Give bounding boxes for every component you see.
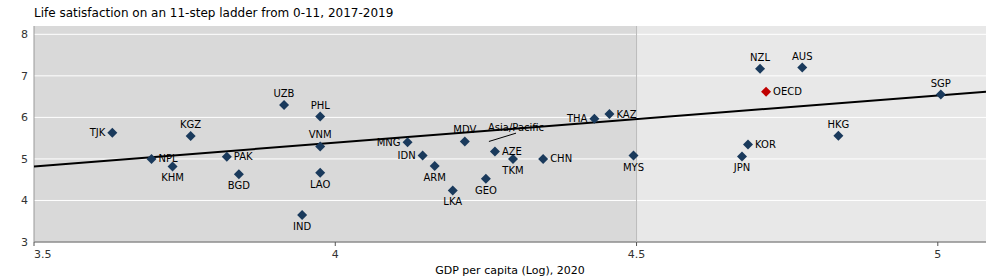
point-label: AUS (792, 51, 813, 62)
y-tick-label: 7 (21, 70, 28, 83)
plot-area (34, 26, 986, 242)
point (629, 151, 639, 161)
point (448, 185, 458, 195)
point-label: MDV (453, 124, 476, 135)
x-tick-label: 4.5 (628, 248, 646, 261)
x-axis-line (34, 242, 986, 243)
point (418, 151, 428, 161)
point (315, 168, 325, 178)
grid-line (34, 200, 986, 201)
point-label: MNG (377, 137, 401, 148)
point-label: NPL (158, 153, 178, 164)
point-label: AZE (502, 146, 522, 157)
point-label: CHN (550, 153, 572, 164)
point (604, 109, 614, 119)
point (186, 131, 196, 141)
x-tick (335, 242, 336, 246)
point-label: BGD (228, 180, 250, 191)
point-label: UZB (274, 88, 295, 99)
point (430, 161, 440, 171)
plot-background-left (34, 26, 637, 242)
point-label: KAZ (616, 109, 636, 120)
point-label: NZL (750, 52, 770, 63)
x-tick (636, 242, 637, 246)
point-label: GEO (475, 185, 497, 196)
point (146, 154, 156, 164)
point-label: KHM (161, 172, 184, 183)
point (761, 87, 771, 97)
point-label: IDN (397, 150, 415, 161)
y-tick-label: 6 (21, 111, 28, 124)
point (743, 139, 753, 149)
point (107, 128, 117, 138)
x-tick-label: 5 (934, 248, 941, 261)
point-label: LAO (310, 179, 330, 190)
x-tick-label: 4 (332, 248, 339, 261)
point-label: ARM (423, 172, 445, 183)
x-tick (34, 242, 35, 246)
point (538, 154, 548, 164)
plot-background-right (637, 26, 986, 242)
point (490, 146, 500, 156)
point (936, 90, 946, 100)
grid-line (34, 34, 986, 35)
point (315, 112, 325, 122)
point-label: HKG (827, 119, 849, 130)
point (481, 174, 491, 184)
grid-line (34, 75, 986, 76)
annotation: Asia/Pacific (488, 122, 544, 133)
point-label: THA (566, 113, 588, 124)
point-label: KOR (755, 139, 776, 150)
y-tick-label: 5 (21, 153, 28, 166)
y-tick-label: 4 (21, 194, 28, 207)
point (297, 210, 307, 220)
x-tick-label: 3.5 (34, 248, 52, 261)
annotation-line (489, 133, 516, 141)
point (737, 151, 747, 161)
point (755, 64, 765, 74)
y-tick-label: 3 (21, 236, 28, 249)
point-label: MYS (623, 162, 644, 173)
x-axis-label: GDP per capita (Log), 2020 (435, 264, 585, 277)
point (833, 131, 843, 141)
grid-line (34, 242, 986, 243)
point (589, 114, 599, 124)
point-label: VNM (309, 129, 332, 140)
title: Life satisfaction on an 11-step ladder f… (34, 6, 393, 20)
point (315, 141, 325, 151)
point-label: TJK (89, 127, 106, 138)
point-label: OECD (773, 86, 802, 97)
point-label: LKA (443, 196, 462, 207)
y-axis-line (34, 26, 35, 242)
trend-line (34, 92, 986, 167)
x-tick (937, 242, 938, 246)
point (234, 169, 244, 179)
point (460, 136, 470, 146)
point-label: PHL (311, 100, 331, 111)
point-label: PAK (234, 151, 253, 162)
point (403, 137, 413, 147)
point (279, 100, 289, 110)
point-label: KGZ (180, 119, 201, 130)
chart: 3 4 5 6 7 8 3.5 4 4.5 5 TJK KGZ NPL KHM PAK BGD UZB PHL VN… (0, 0, 1000, 280)
point-label: SGP (931, 78, 951, 89)
point (222, 152, 232, 162)
reference-line (636, 26, 637, 242)
point-label: JPN (733, 162, 750, 173)
point-label: TKM (501, 165, 523, 176)
point-label: IND (293, 221, 311, 232)
y-tick-label: 8 (21, 28, 28, 41)
point (797, 63, 807, 73)
